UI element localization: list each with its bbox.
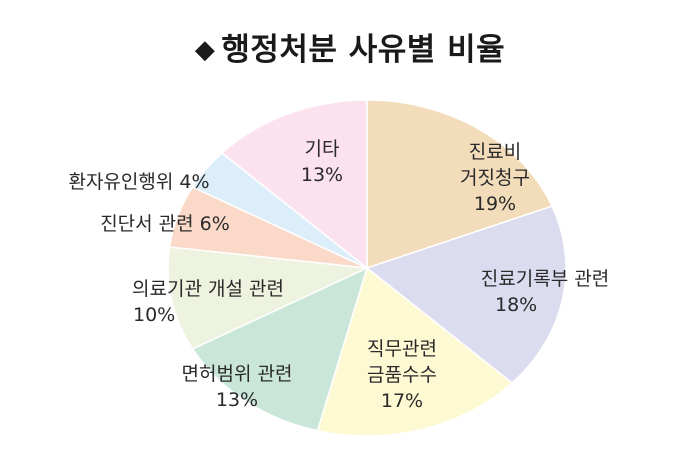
slice-value-label-3: 13% [216, 389, 258, 411]
slice-label-line-0-1: 거짓청구 [460, 167, 530, 189]
slice-value-label-1: 18% [495, 294, 537, 316]
slice-label-3: 면허범위 관련 13% [182, 363, 293, 411]
pie-slice-0 [366, 99, 554, 270]
pie-slice-1 [365, 205, 567, 384]
slice-label-text-6: 환자유인행위 4% [68, 171, 209, 193]
slice-label-line-1-0: 진료기록부 관련 [481, 268, 609, 290]
slice-value-label-4: 10% [133, 304, 175, 326]
slice-label-line-2-0: 직무관련 [367, 338, 437, 360]
slice-label-1: 진료기록부 관련 18% [481, 268, 609, 316]
slice-label-5: 진단서 관련 6% [100, 213, 230, 235]
slice-label-7: 기타 13% [301, 138, 343, 186]
pie-slice-4 [167, 246, 370, 350]
slice-value-label-0: 19% [474, 193, 516, 215]
slice-value-label-2: 17% [381, 390, 423, 412]
diamond-icon: ◆ [194, 35, 216, 65]
chart-title-text: 행정처분 사유별 비율 [221, 32, 506, 68]
slice-label-line-2-1: 금품수수 [367, 364, 437, 386]
slice-value-label-7: 13% [301, 164, 343, 186]
pie-slice-2 [316, 266, 514, 437]
slice-label-6: 환자유인행위 4% [68, 171, 209, 193]
pie-slice-7 [220, 99, 368, 270]
slice-label-line-7-0: 기타 [305, 138, 340, 160]
pie-slice-3 [191, 266, 369, 432]
slice-label-line-4-0: 의료기관 개설 관련 [132, 278, 284, 300]
slice-label-text-5: 진단서 관련 6% [100, 213, 230, 235]
slice-label-4: 의료기관 개설 관련 10% [132, 278, 284, 326]
slice-label-line-0-0: 진료비 [469, 141, 521, 163]
slice-label-line-3-0: 면허범위 관련 [182, 363, 293, 385]
chart-title: ◆ 행정처분 사유별 비율 [0, 24, 700, 69]
